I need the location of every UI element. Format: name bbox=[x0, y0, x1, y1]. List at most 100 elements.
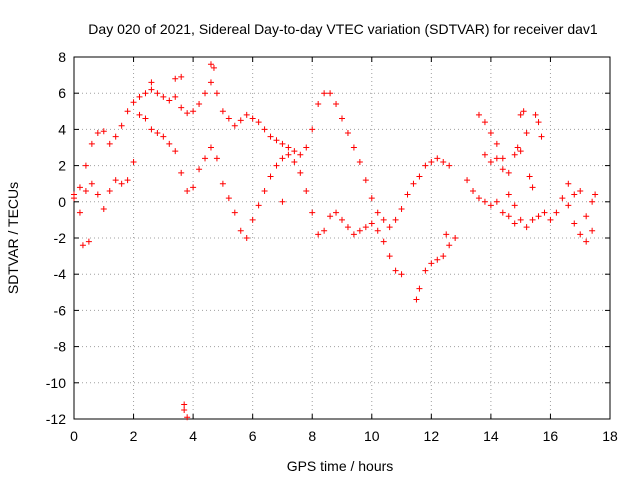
data-point bbox=[493, 155, 500, 162]
data-point bbox=[94, 191, 101, 198]
data-point bbox=[166, 140, 173, 147]
data-point bbox=[261, 126, 268, 133]
data-point bbox=[344, 224, 351, 231]
data-point bbox=[487, 202, 494, 209]
data-point bbox=[243, 235, 250, 241]
data-point bbox=[380, 238, 387, 245]
data-point bbox=[511, 202, 518, 209]
data-point bbox=[514, 144, 521, 151]
data-point bbox=[505, 169, 512, 176]
y-tick-label: 2 bbox=[58, 158, 66, 174]
data-point bbox=[309, 126, 316, 133]
data-point bbox=[511, 220, 518, 227]
data-point bbox=[440, 253, 447, 260]
data-point bbox=[589, 198, 596, 205]
data-point bbox=[505, 191, 512, 198]
data-point bbox=[148, 79, 155, 86]
data-point bbox=[160, 133, 167, 140]
data-point bbox=[297, 151, 304, 158]
data-point bbox=[213, 155, 220, 162]
data-point bbox=[321, 90, 328, 97]
data-point bbox=[333, 209, 340, 216]
data-point bbox=[368, 195, 375, 202]
data-point bbox=[207, 79, 214, 86]
data-point bbox=[327, 90, 334, 97]
data-point bbox=[82, 187, 89, 194]
data-point bbox=[82, 162, 89, 169]
data-point bbox=[315, 231, 322, 238]
data-point bbox=[124, 108, 131, 115]
data-point bbox=[428, 158, 435, 165]
y-tick-label: -4 bbox=[54, 266, 67, 282]
data-point bbox=[181, 401, 188, 408]
data-point bbox=[350, 231, 357, 238]
data-point bbox=[362, 224, 369, 231]
data-point bbox=[404, 191, 411, 198]
x-tick-label: 8 bbox=[308, 428, 316, 444]
x-tick-label: 2 bbox=[130, 428, 138, 444]
data-point bbox=[106, 140, 113, 147]
data-point bbox=[493, 198, 500, 205]
data-point bbox=[583, 213, 590, 220]
data-point bbox=[237, 227, 244, 234]
data-point bbox=[392, 267, 399, 274]
y-tick-label: 8 bbox=[58, 49, 66, 65]
data-point bbox=[517, 216, 524, 223]
data-point bbox=[196, 101, 203, 108]
y-tick-label: -2 bbox=[54, 230, 67, 246]
data-point bbox=[535, 119, 542, 126]
x-tick-label: 16 bbox=[543, 428, 559, 444]
data-point bbox=[207, 144, 214, 151]
data-point bbox=[85, 238, 92, 245]
data-point bbox=[178, 104, 185, 111]
x-tick-label: 4 bbox=[189, 428, 197, 444]
data-point bbox=[374, 209, 381, 216]
x-tick-label: 18 bbox=[602, 428, 618, 444]
data-point bbox=[416, 285, 423, 292]
data-point bbox=[535, 213, 542, 220]
data-point bbox=[532, 111, 539, 118]
data-point bbox=[374, 227, 381, 234]
data-point bbox=[142, 90, 149, 97]
y-tick-label: -10 bbox=[46, 375, 66, 391]
data-point bbox=[571, 220, 578, 227]
data-point bbox=[166, 97, 173, 104]
x-tick-label: 6 bbox=[249, 428, 257, 444]
data-point bbox=[279, 155, 286, 162]
data-point bbox=[481, 198, 488, 205]
y-tick-label: 6 bbox=[58, 85, 66, 101]
data-point bbox=[520, 108, 527, 115]
data-point bbox=[339, 216, 345, 223]
data-point bbox=[213, 90, 220, 97]
y-tick-label: -8 bbox=[54, 339, 67, 355]
data-point bbox=[124, 177, 131, 184]
data-point bbox=[184, 414, 191, 421]
data-point bbox=[413, 296, 420, 303]
y-axis-label: SDTVAR / TECUs bbox=[5, 182, 21, 294]
data-point bbox=[285, 144, 292, 151]
data-point bbox=[410, 180, 417, 187]
data-point bbox=[255, 119, 262, 126]
data-point bbox=[219, 108, 226, 115]
data-point bbox=[71, 195, 77, 202]
data-point bbox=[267, 133, 274, 140]
data-point bbox=[422, 267, 429, 274]
data-point bbox=[112, 133, 119, 140]
data-point bbox=[172, 93, 179, 100]
data-point bbox=[118, 180, 125, 187]
data-point bbox=[315, 101, 322, 108]
data-point bbox=[210, 64, 217, 71]
data-point bbox=[76, 209, 83, 216]
x-tick-label: 0 bbox=[70, 428, 78, 444]
data-point bbox=[291, 148, 298, 155]
data-point bbox=[470, 187, 477, 194]
data-point bbox=[592, 191, 599, 198]
data-point bbox=[559, 195, 566, 202]
data-point bbox=[511, 151, 518, 158]
data-point bbox=[279, 198, 286, 205]
data-point bbox=[529, 184, 536, 191]
data-point bbox=[577, 187, 584, 194]
data-point bbox=[565, 202, 572, 209]
x-tick-label: 14 bbox=[483, 428, 499, 444]
data-point bbox=[356, 158, 363, 165]
